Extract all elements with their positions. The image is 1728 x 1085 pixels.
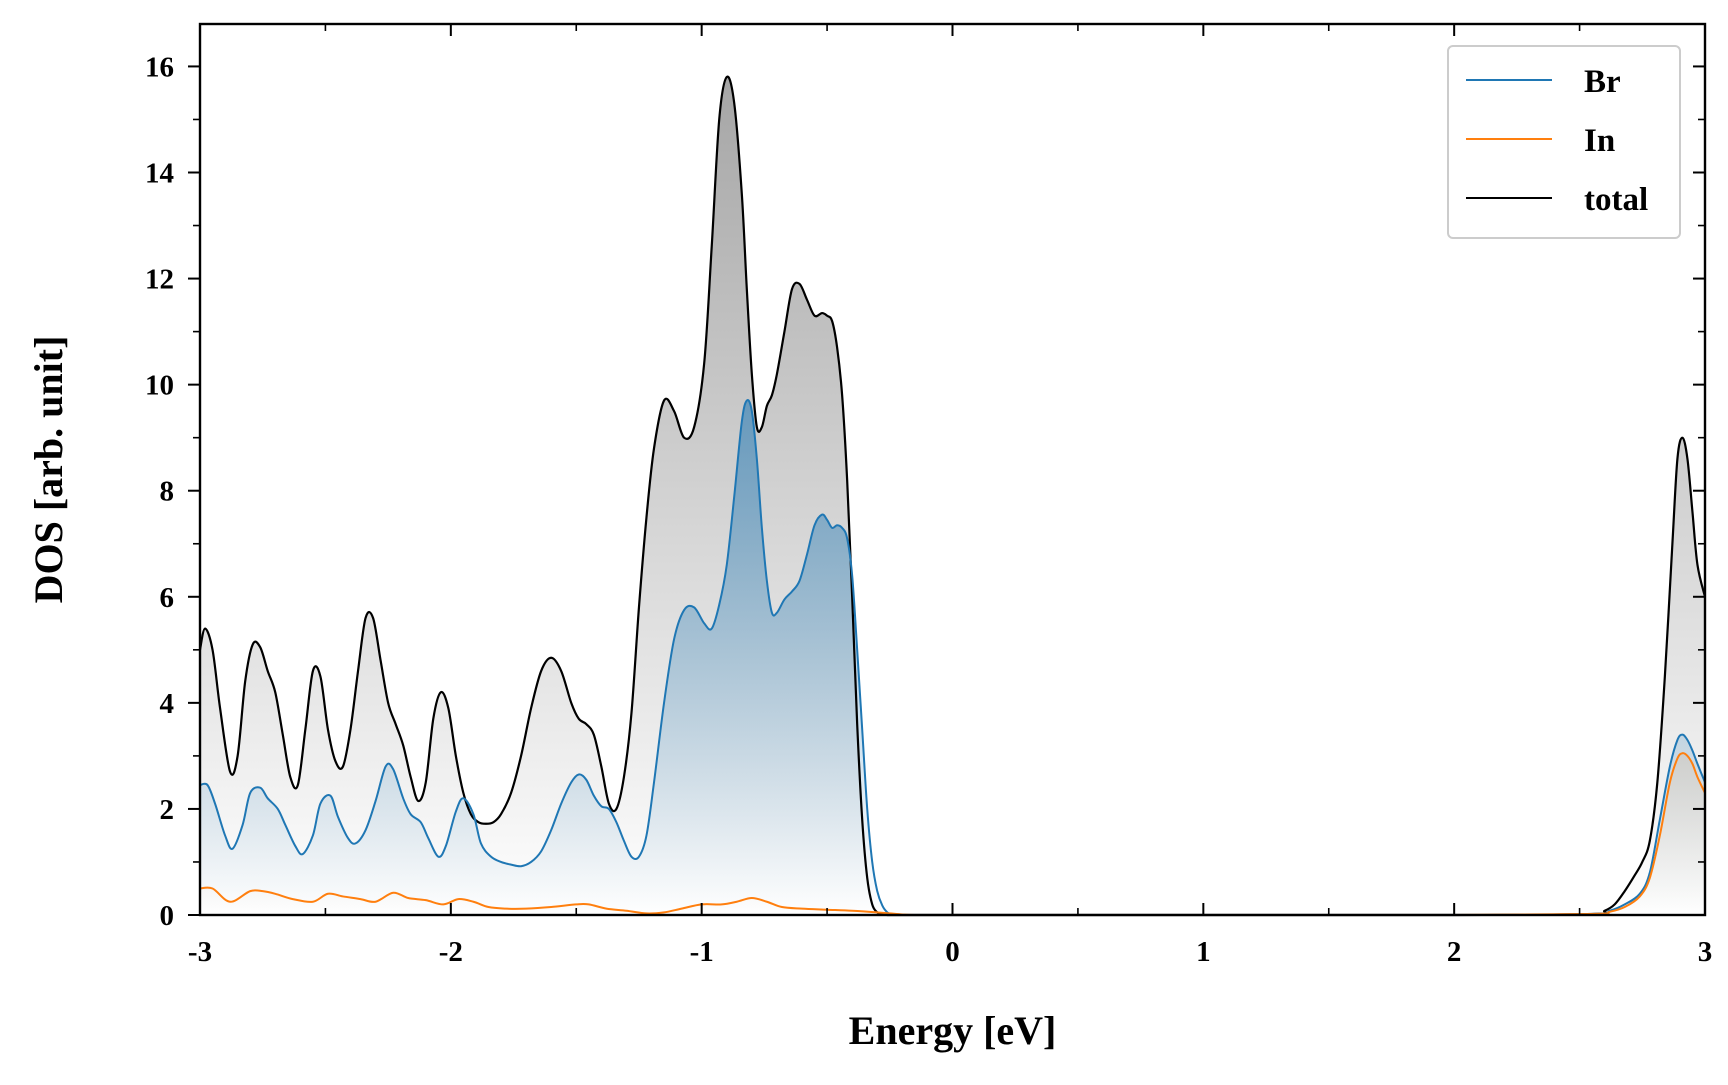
legend-label-in: In xyxy=(1584,123,1615,159)
legend: Br In total xyxy=(1447,45,1681,239)
series-fill-br xyxy=(200,400,1705,916)
x-tick-label: 0 xyxy=(945,936,960,968)
y-tick-label: 0 xyxy=(160,900,175,932)
y-tick-label: 14 xyxy=(145,158,174,190)
y-ticks: 0 2 4 6 8 10 12 14 16 xyxy=(145,51,1705,932)
series-fill-total xyxy=(200,76,1705,915)
x-tick-label: 2 xyxy=(1447,936,1462,968)
series-line-in xyxy=(199,752,1706,917)
fill-layer xyxy=(200,76,1705,916)
y-tick-label: 2 xyxy=(160,794,175,826)
x-tick-label: -3 xyxy=(188,936,212,968)
legend-label-br: Br xyxy=(1584,64,1621,100)
y-tick-label: 8 xyxy=(160,476,175,508)
x-tick-label: -2 xyxy=(439,936,463,968)
x-tick-label: -1 xyxy=(690,936,714,968)
x-tick-label: 3 xyxy=(1698,936,1713,968)
x-ticks: -3 -2 -1 0 1 2 3 xyxy=(188,24,1712,968)
y-tick-label: 12 xyxy=(145,264,174,296)
series-fill-in xyxy=(200,753,1705,915)
x-tick-label: 1 xyxy=(1196,936,1211,968)
y-axis-title: DOS [arb. unit] xyxy=(26,336,71,604)
legend-items: Br In total xyxy=(1466,64,1648,218)
y-tick-label: 16 xyxy=(145,51,174,83)
y-tick-label: 4 xyxy=(160,688,175,720)
legend-label-total: total xyxy=(1584,182,1648,218)
legend-box xyxy=(1447,45,1681,239)
y-tick-label: 6 xyxy=(160,582,175,614)
x-axis-title: Energy [eV] xyxy=(849,1008,1057,1053)
y-tick-label: 10 xyxy=(145,370,174,402)
